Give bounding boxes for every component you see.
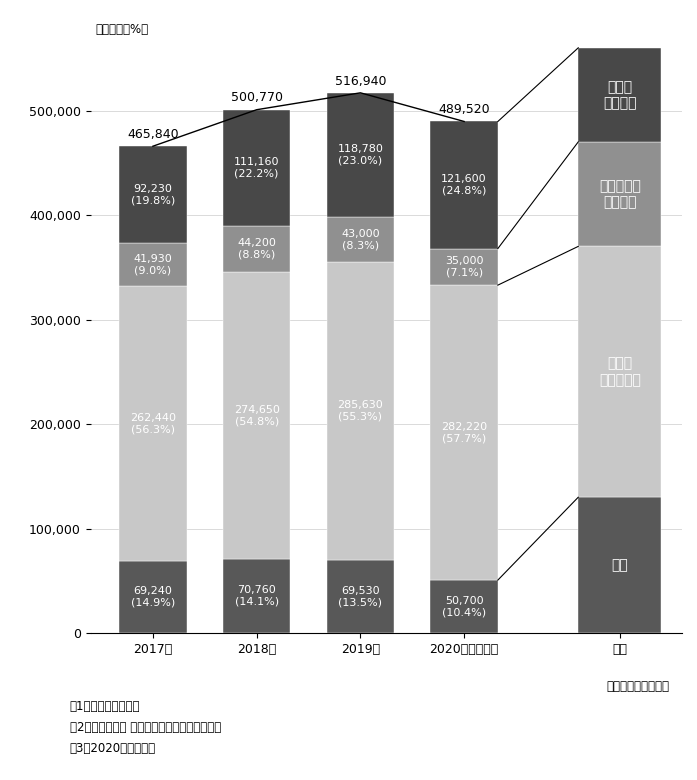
Bar xyxy=(579,142,661,246)
Bar xyxy=(431,249,498,285)
Text: 注2．グラフ内（ ）は市場全体の分野別構成比: 注2．グラフ内（ ）は市場全体の分野別構成比 xyxy=(70,721,221,734)
Bar xyxy=(327,217,394,262)
Text: 92,230
(19.8%): 92,230 (19.8%) xyxy=(131,183,175,205)
Text: 516,940: 516,940 xyxy=(335,75,386,87)
Text: ライト
アウトドア: ライト アウトドア xyxy=(599,356,641,387)
Text: 274,650
(54.8%): 274,650 (54.8%) xyxy=(233,405,279,427)
Text: 121,600
(24.8%): 121,600 (24.8%) xyxy=(441,174,487,196)
Text: 69,530
(13.5%): 69,530 (13.5%) xyxy=(339,586,383,608)
Text: 500,770: 500,770 xyxy=(231,91,283,105)
Bar xyxy=(431,285,498,580)
Text: 注3．2020年は予測値: 注3．2020年は予測値 xyxy=(70,742,156,755)
Text: 70,760
(14.1%): 70,760 (14.1%) xyxy=(235,585,279,607)
Text: 35,000
(7.1%): 35,000 (7.1%) xyxy=(445,256,484,278)
Text: 489,520: 489,520 xyxy=(438,103,490,116)
Text: 465,840: 465,840 xyxy=(127,128,178,141)
Text: 282,220
(57.7%): 282,220 (57.7%) xyxy=(441,422,487,443)
Text: 注1．販売金額ベース: 注1．販売金額ベース xyxy=(70,700,140,713)
Bar xyxy=(223,226,291,272)
Bar xyxy=(579,497,661,633)
Bar xyxy=(223,272,291,559)
Bar xyxy=(223,559,291,633)
Bar xyxy=(327,262,394,560)
Bar xyxy=(327,560,394,633)
Bar xyxy=(119,146,187,243)
Text: 118,780
(23.0%): 118,780 (23.0%) xyxy=(337,144,383,165)
Text: 43,000
(8.3%): 43,000 (8.3%) xyxy=(341,229,380,250)
Bar xyxy=(327,93,394,217)
Text: ライフ
スタイル: ライフ スタイル xyxy=(603,80,636,110)
Text: 50,700
(10.4%): 50,700 (10.4%) xyxy=(442,596,487,618)
Text: 登山: 登山 xyxy=(611,558,628,573)
Bar xyxy=(119,561,187,633)
Bar xyxy=(579,246,661,497)
Text: 262,440
(56.3%): 262,440 (56.3%) xyxy=(130,413,176,434)
Text: 111,160
(22.2%): 111,160 (22.2%) xyxy=(234,157,279,179)
Bar xyxy=(431,580,498,633)
Text: 285,630
(55.3%): 285,630 (55.3%) xyxy=(337,400,383,422)
Bar xyxy=(119,243,187,286)
Text: 69,240
(14.9%): 69,240 (14.9%) xyxy=(131,586,175,608)
Bar xyxy=(119,286,187,561)
Bar xyxy=(579,48,661,142)
Text: 44,200
(8.8%): 44,200 (8.8%) xyxy=(237,238,276,260)
Text: 41,930
(9.0%): 41,930 (9.0%) xyxy=(134,254,172,275)
Bar xyxy=(223,110,291,226)
Text: アウトドア
スポーツ: アウトドア スポーツ xyxy=(599,179,641,209)
Text: 矢野経済研究所調べ: 矢野経済研究所調べ xyxy=(606,680,669,693)
Text: （百万円、%）: （百万円、%） xyxy=(96,23,149,36)
Bar xyxy=(431,122,498,249)
